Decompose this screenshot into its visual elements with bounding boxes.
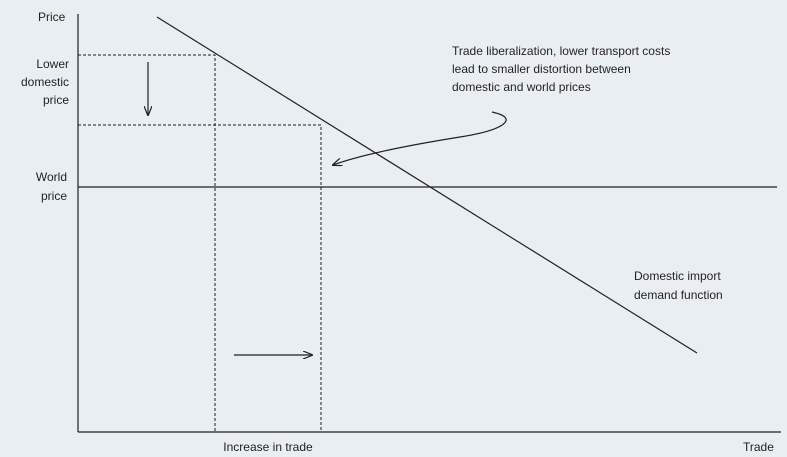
demand-line <box>156 16 698 354</box>
label: price <box>43 93 69 107</box>
label: price <box>41 189 67 203</box>
curved-arrow <box>333 111 507 165</box>
annotation: Domestic import <box>634 269 721 283</box>
label: domestic <box>21 75 69 89</box>
label: Lower <box>36 57 69 71</box>
dashed-guide <box>78 54 216 432</box>
label: Increase in trade <box>223 440 313 454</box>
x-axis-label: Trade <box>743 440 774 454</box>
annotation: lead to smaller distortion between <box>452 62 631 76</box>
dashed-guide <box>78 124 322 432</box>
y-axis-label: Price <box>38 10 66 24</box>
annotation: domestic and world prices <box>452 80 591 94</box>
annotation: Trade liberalization, lower transport co… <box>452 44 670 58</box>
annotation: demand function <box>634 288 723 302</box>
label: World <box>36 170 67 184</box>
